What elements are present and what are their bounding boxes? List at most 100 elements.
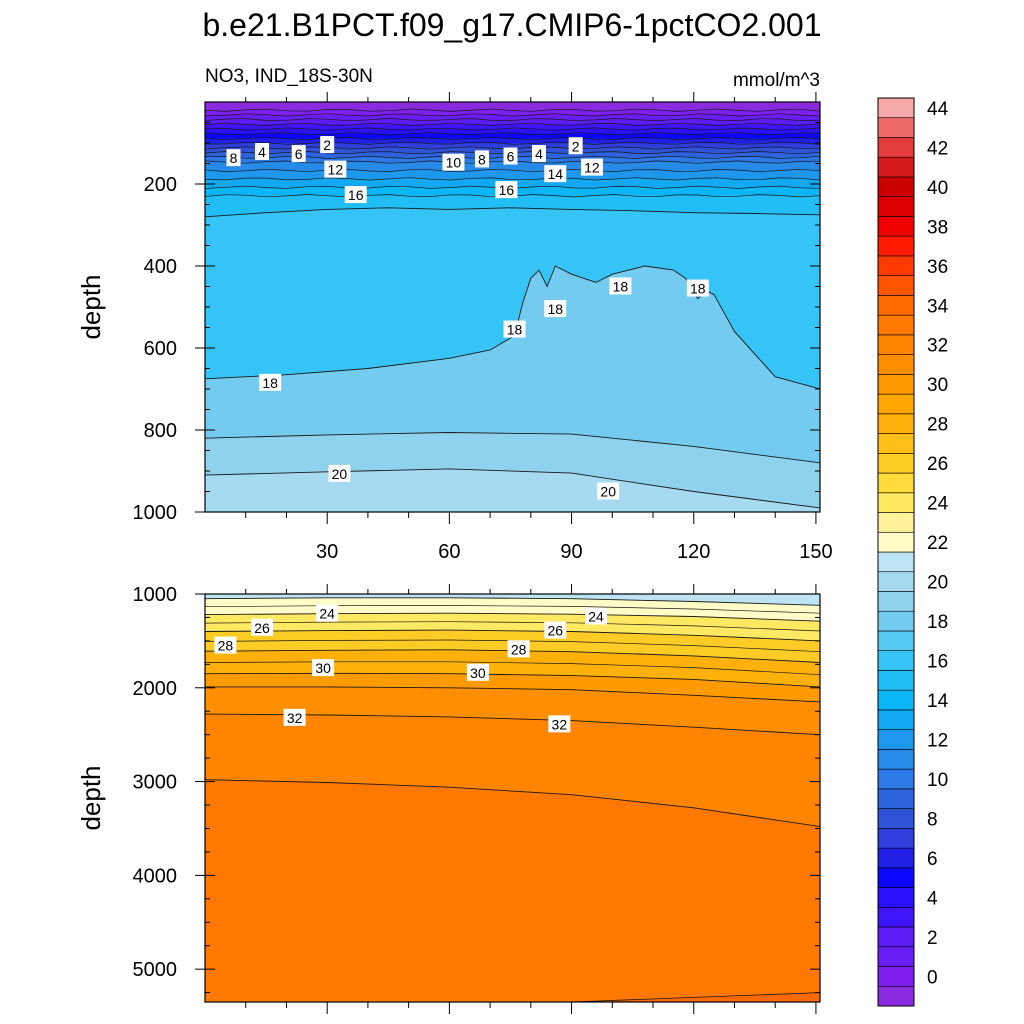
- colorbar-tick-label: 22: [927, 533, 948, 554]
- contour-label-text: 24: [588, 609, 604, 625]
- contour-label: 14: [544, 165, 567, 183]
- y-tick-label: 1000: [133, 584, 178, 606]
- colorbar-swatch: [877, 334, 915, 355]
- colorbar-swatch: [877, 354, 915, 375]
- colorbar-swatch: [877, 433, 915, 454]
- contour-label-text: 28: [218, 638, 234, 654]
- contour-label-bg: [503, 147, 518, 165]
- colorbar-swatch: [877, 137, 915, 158]
- colorbar-tick-label: 12: [927, 731, 948, 752]
- contour-label-bg: [251, 618, 274, 636]
- contour-label: 32: [548, 715, 571, 733]
- contour-label-bg: [544, 621, 567, 639]
- colorbar-swatch: [877, 670, 915, 691]
- x-tick-label: 90: [560, 541, 582, 563]
- colorbar-tick-label: 16: [927, 652, 948, 673]
- contour-label-bg: [531, 145, 546, 163]
- contour-line-shallow-5: [205, 132, 820, 136]
- contour-line-16: [205, 207, 820, 218]
- colorbar-tick-label: 42: [927, 138, 948, 159]
- colorbar-tick-label: 0: [927, 967, 938, 988]
- contour-label: 10: [442, 153, 465, 171]
- units-label: mmol/m^3: [733, 70, 820, 91]
- colorbar-swatch: [877, 235, 915, 257]
- contour-line-32: [205, 713, 820, 736]
- contour-label: 2: [568, 137, 583, 155]
- contour-line-shallow-0: [205, 108, 820, 112]
- contour-label: 18: [503, 320, 526, 338]
- variable-label: NO3, IND_18S-30N: [205, 66, 373, 87]
- contour-label-text: 2: [572, 138, 580, 154]
- contour-line-33: [205, 779, 820, 828]
- colorbar-swatch: [877, 887, 915, 908]
- contour-label-bg: [507, 640, 530, 658]
- contour-label-text: 18: [547, 301, 563, 317]
- contour-label: 32: [283, 708, 306, 726]
- contour-label-text: 20: [600, 484, 616, 500]
- y-tick-label: 1000: [133, 502, 178, 524]
- contour-label-bg: [495, 181, 518, 199]
- colorbar-swatch: [877, 591, 915, 612]
- colorbar-swatch: [877, 492, 915, 513]
- contour-label-text: 30: [470, 665, 486, 681]
- y-tick-label: 600: [144, 338, 177, 360]
- colorbar-tick-label: 26: [927, 454, 948, 475]
- colorbar-swatch: [877, 531, 915, 553]
- y-tick-label: 4000: [133, 865, 178, 887]
- contour-line-26: [205, 629, 820, 642]
- contour-label-bg: [580, 158, 603, 176]
- contour-label-text: 6: [295, 146, 303, 162]
- colorbar-tick-label: 4: [927, 888, 938, 909]
- contour-label: 18: [609, 277, 632, 295]
- colorbar-swatch: [877, 709, 915, 730]
- contour-label-bg: [442, 153, 465, 171]
- colorbar-swatch: [877, 689, 915, 711]
- contour-label-text: 2: [323, 137, 331, 153]
- contour-line-24: [205, 612, 820, 622]
- colorbar-swatch: [877, 551, 915, 573]
- colorbar-swatch: [877, 985, 915, 1007]
- contour-label: 4: [255, 143, 270, 161]
- contour-label: 2: [320, 136, 335, 154]
- colorbar-swatch: [877, 966, 915, 987]
- colorbar-tick-label: 32: [927, 336, 948, 357]
- colorbar-tick-label: 14: [927, 691, 949, 712]
- contour-label-bg: [344, 186, 367, 204]
- contour-label-text: 4: [535, 146, 543, 162]
- contour-line-shallow-2: [205, 118, 820, 122]
- contour-label-bg: [466, 663, 489, 681]
- colorbar-tick-label: 18: [927, 612, 948, 633]
- colorbar-tick-label: 8: [927, 809, 938, 830]
- contour-label: 30: [312, 659, 335, 677]
- contour-label-text: 4: [258, 144, 266, 160]
- x-tick-label: 150: [799, 541, 832, 563]
- band-20: [205, 468, 820, 512]
- colorbar-tick-label: 34: [927, 296, 949, 317]
- colorbar-swatch: [877, 808, 915, 829]
- contour-label-bg: [214, 636, 237, 654]
- colorbar-frame: [877, 97, 915, 1007]
- contour-label-bg: [320, 136, 335, 154]
- contour-label-text: 30: [315, 660, 331, 676]
- contour-label-bg: [226, 149, 241, 167]
- contour-line-shallow-4: [205, 127, 820, 131]
- colorbar-tick-label: 2: [927, 928, 938, 949]
- colorbar-tick-label: 28: [927, 415, 948, 436]
- contour-line-shallow-6: [205, 136, 820, 141]
- contour-line-shallow-7: [205, 141, 820, 145]
- y-tick-label: 3000: [133, 772, 178, 794]
- contour-label: 28: [507, 640, 530, 658]
- colorbar-tick-label: 40: [927, 178, 948, 199]
- contour-label: 6: [291, 145, 306, 163]
- contour-label-bg: [544, 165, 567, 183]
- colorbar-swatch: [877, 472, 915, 494]
- contour-line-shallow-13: [205, 177, 820, 181]
- contour-label-text: 16: [499, 182, 515, 198]
- contour-label-bg: [503, 320, 526, 338]
- contour-line-19: [205, 432, 820, 464]
- colorbar-swatch: [877, 907, 915, 928]
- contour-label-bg: [312, 659, 335, 677]
- colorbar-swatch: [877, 196, 915, 217]
- colorbar-swatch: [877, 393, 915, 415]
